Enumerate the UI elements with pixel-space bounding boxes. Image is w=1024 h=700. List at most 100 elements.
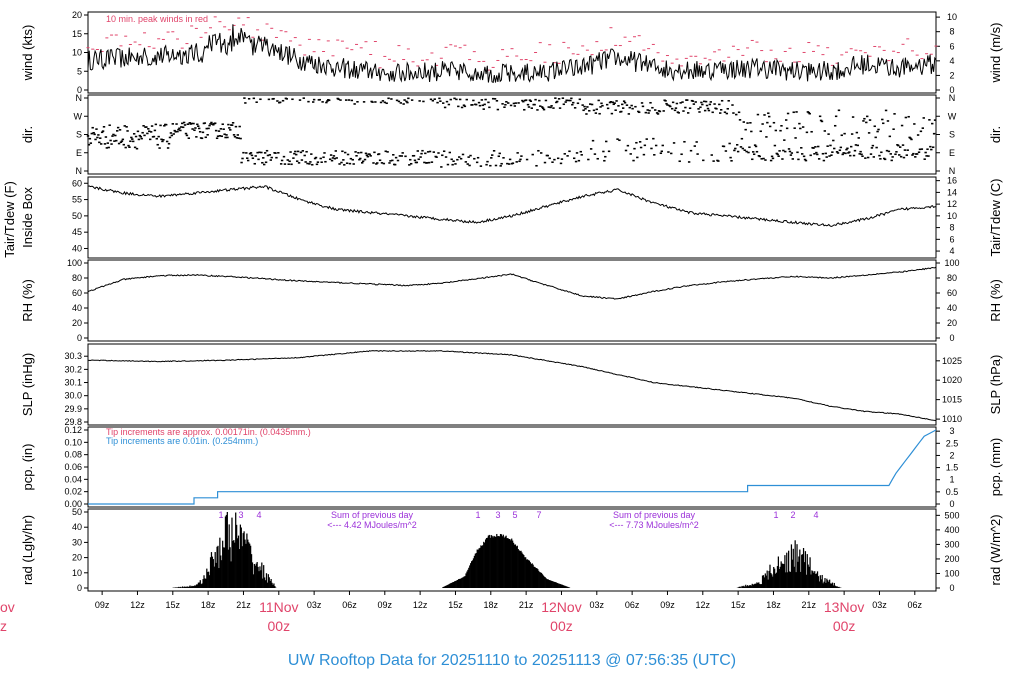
y-label-right: rad (W/m^2)	[988, 514, 1003, 585]
y-label-left: SLP (inHg)	[20, 353, 35, 416]
x-day-hour-label: 00z	[833, 618, 856, 634]
x-tick-label: 06z	[342, 600, 357, 610]
left-tick-label: N	[76, 166, 83, 176]
left-tick-label: 0.06	[64, 462, 82, 472]
rad-hour-marker: 1	[773, 510, 778, 520]
x-tick-label: 09z	[95, 600, 110, 610]
left-tick-label: 60	[72, 288, 82, 298]
rad-hour-marker: 2	[790, 510, 795, 520]
rad-hour-marker: 3	[238, 510, 243, 520]
x-day-label: 11Nov	[259, 599, 298, 615]
y-label-left: Tair/Tdew (F)	[2, 181, 17, 258]
pcp-note-increment: Tip increments are 0.01in. (0.254mm.)	[106, 436, 258, 446]
left-tick-label: 30.1	[64, 378, 82, 388]
left-tick-label: 0.10	[64, 437, 82, 447]
left-tick-label: E	[76, 148, 82, 158]
right-tick-label: 8	[949, 223, 954, 233]
x-tick-label: 21z	[519, 600, 534, 610]
right-tick-label: 3	[949, 426, 954, 436]
right-tick-label: E	[949, 148, 955, 158]
x-tick-label: 09z	[378, 600, 393, 610]
left-tick-label: 29.9	[64, 404, 82, 414]
x-tick-label: 03z	[872, 600, 887, 610]
right-tick-label: 0	[949, 583, 954, 593]
x-axis: 09z 12z 15z 18z 21z 03z 06z 09z 12z 15z 18z 21z 03z 0…	[0, 591, 923, 634]
left-tick-label: 0.02	[64, 487, 82, 497]
left-tick-label: 50	[72, 507, 82, 517]
right-tick-label: 10	[947, 12, 957, 22]
right-tick-label: 1010	[942, 414, 962, 424]
y-label-right: Tair/Tdew (C)	[988, 178, 1003, 256]
right-tick-label: 16	[947, 176, 957, 186]
panel-frame-rh	[87, 259, 937, 342]
rh-series-line	[87, 266, 937, 300]
right-tick-label: W	[948, 111, 957, 121]
x-day-hour-label: 00z	[550, 618, 573, 634]
left-tick-label: 0	[77, 333, 82, 343]
right-tick-label: 100	[944, 568, 959, 578]
left-tick-label: W	[74, 111, 83, 121]
y-label-left-2: Inside Box	[20, 187, 35, 248]
y-label-right: pcp. (mm)	[988, 438, 1003, 497]
left-tick-label: 15	[72, 29, 82, 39]
pcp-series-line	[88, 429, 937, 505]
panel-frame-dir	[87, 94, 937, 175]
x-day-label: 13Nov	[824, 599, 864, 615]
right-tick-label: 0	[949, 333, 954, 343]
right-tick-label: 0.5	[946, 487, 959, 497]
panel-frame-slp	[87, 343, 937, 426]
left-tick-label: 5	[77, 66, 82, 76]
right-tick-label: 4	[949, 56, 954, 66]
left-tick-label: 40	[72, 522, 82, 532]
y-label-left: wind (kts)	[20, 25, 35, 82]
left-tick-label: 40	[72, 303, 82, 313]
rad-hour-marker: 3	[495, 510, 500, 520]
panel-frame-wind	[87, 11, 937, 94]
right-tick-label: 2	[949, 450, 954, 460]
left-tick-label: 40	[72, 243, 82, 253]
right-tick-label: 1015	[942, 395, 962, 405]
left-tick-label: 10	[72, 48, 82, 58]
left-tick-label: N	[76, 93, 83, 103]
rad-sum-value-2: <--- 7.73 MJoules/m^2	[609, 520, 699, 530]
wind-series-line	[87, 24, 937, 84]
x-tick-label: 21z	[236, 600, 251, 610]
pcp-note-approx: Tip increments are approx. 0.00171in. (0…	[106, 427, 311, 437]
left-tick-label: 30.0	[64, 391, 82, 401]
rad-sum-title-2: Sum of previous day	[613, 510, 696, 520]
right-tick-label: 6	[949, 234, 954, 244]
left-tick-label: 0.04	[64, 474, 82, 484]
right-tick-label: 8	[949, 27, 954, 37]
y-label-right: dir.	[988, 126, 1003, 143]
right-tick-label: 1.5	[946, 463, 959, 473]
right-tick-label: 1025	[942, 356, 962, 366]
right-tick-label: 0	[949, 85, 954, 95]
panel-frame-temp	[87, 176, 937, 259]
right-tick-label: 2	[949, 70, 954, 80]
left-tick-label: 10	[72, 568, 82, 578]
right-tick-label: 60	[947, 288, 957, 298]
x-day-hour-fragment: z	[0, 618, 7, 634]
right-tick-label: 40	[947, 303, 957, 313]
right-tick-label: 14	[947, 187, 957, 197]
right-tick-label: 100	[944, 258, 959, 268]
rad-hour-marker: 7	[536, 510, 541, 520]
left-tick-label: S	[76, 130, 82, 140]
rad-hour-marker: 4	[256, 510, 261, 520]
x-tick-label: 18z	[201, 600, 216, 610]
footer-title: UW Rooftop Data for 20251110 to 20251113…	[288, 652, 736, 669]
x-tick-label: 12z	[413, 600, 428, 610]
x-tick-label: 18z	[484, 600, 499, 610]
rad-sum-title-1: Sum of previous day	[331, 510, 414, 520]
slp-series-line	[87, 350, 937, 422]
rad-sum-value-1: <--- 4.42 MJoules/m^2	[327, 520, 417, 530]
right-tick-label: 4	[949, 246, 954, 256]
panel-frame-rad	[87, 508, 937, 592]
right-tick-label: 500	[944, 510, 959, 520]
x-tick-label: 12z	[130, 600, 145, 610]
x-tick-label: 21z	[802, 600, 817, 610]
x-tick-label: 12z	[696, 600, 711, 610]
x-tick-label: 18z	[766, 600, 781, 610]
